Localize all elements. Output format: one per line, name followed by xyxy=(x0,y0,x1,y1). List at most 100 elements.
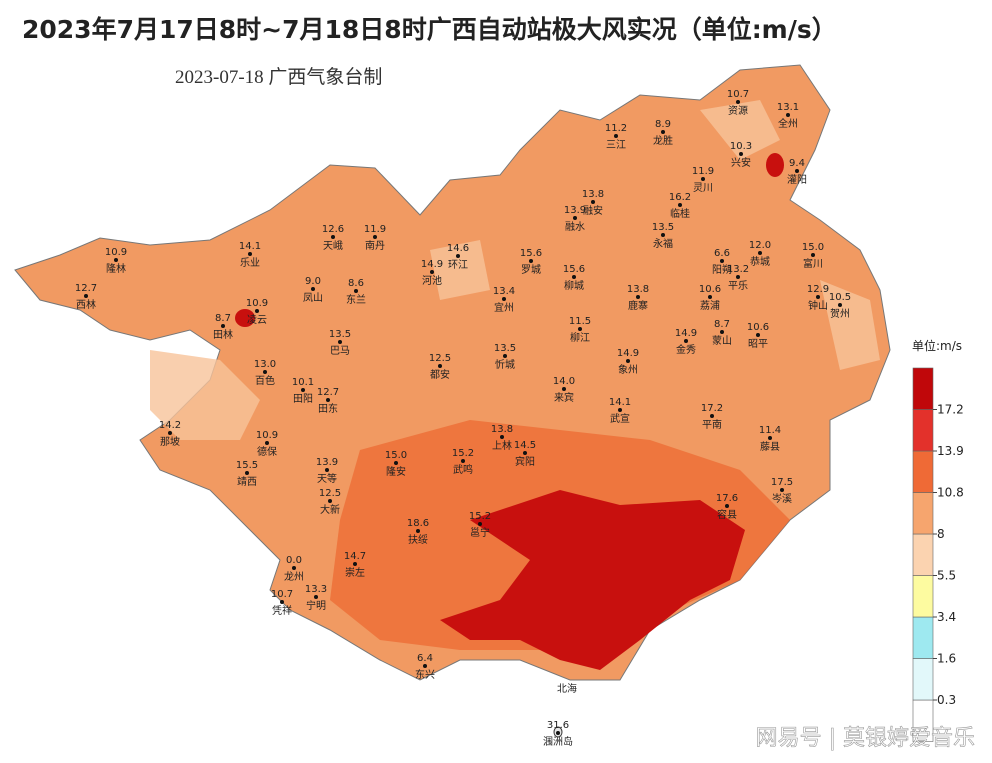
station-value: 14.9 xyxy=(421,259,443,270)
station-value: 12.7 xyxy=(75,283,97,294)
station-name: 东兰 xyxy=(346,293,366,306)
station-dot xyxy=(626,359,630,363)
station-value: 15.6 xyxy=(520,248,542,259)
station-name: 靖西 xyxy=(237,475,257,488)
station-name: 田阳 xyxy=(293,393,313,405)
station-value: 13.5 xyxy=(494,343,516,354)
station-dot xyxy=(736,100,740,104)
station-dot xyxy=(720,330,724,334)
station-name: 东兴 xyxy=(415,668,435,681)
station-name: 凌云 xyxy=(247,313,267,326)
station-name: 资源 xyxy=(728,104,748,117)
station-value: 31.6 xyxy=(547,720,569,731)
station-dot xyxy=(394,461,398,465)
station-dot xyxy=(326,398,330,402)
station-name: 容县 xyxy=(717,508,737,521)
station-value: 6.4 xyxy=(417,653,433,664)
station-value: 15.5 xyxy=(236,460,258,471)
station-name: 涠洲岛 xyxy=(543,735,573,748)
station-dot xyxy=(461,459,465,463)
station-dot xyxy=(701,177,705,181)
station-dot xyxy=(684,339,688,343)
city-label: 北海 xyxy=(557,682,577,695)
station-name: 兴安 xyxy=(731,156,751,169)
station-value: 14.6 xyxy=(447,243,469,254)
station-name: 宁明 xyxy=(306,599,326,612)
station-value: 15.0 xyxy=(802,242,824,253)
legend-tick-label: 13.9 xyxy=(937,444,964,458)
station-name: 藤县 xyxy=(760,441,780,453)
station-value: 8.9 xyxy=(655,119,671,130)
legend-swatch xyxy=(912,367,934,410)
station-dot xyxy=(523,451,527,455)
station-value: 12.7 xyxy=(317,387,339,398)
station-value: 14.2 xyxy=(159,420,181,431)
station-dot xyxy=(478,522,482,526)
station-value: 14.5 xyxy=(514,440,536,451)
legend: 单位:m/s 0.3 1.6 3.4 5.5 8 10.8 13.9 17.2 xyxy=(912,338,964,742)
legend-tick-label: 8 xyxy=(937,527,945,541)
station-dot xyxy=(263,370,267,374)
station-name: 南丹 xyxy=(365,239,385,252)
station-dot xyxy=(661,130,665,134)
station-value: 8.6 xyxy=(348,278,364,289)
light-zone xyxy=(150,100,880,440)
station-value: 13.8 xyxy=(582,189,604,200)
station-dot xyxy=(265,441,269,445)
station-name: 金秀 xyxy=(676,343,696,356)
station-value: 12.5 xyxy=(319,488,341,499)
station-name: 都安 xyxy=(430,368,450,381)
station-dot xyxy=(591,200,595,204)
station-dot xyxy=(562,387,566,391)
station-name: 贺州 xyxy=(830,308,850,320)
station-name: 灵川 xyxy=(693,182,713,194)
station-value: 12.6 xyxy=(322,224,344,235)
station-name: 那坡 xyxy=(160,435,180,448)
station-dot xyxy=(736,275,740,279)
station-name: 崇左 xyxy=(345,566,365,579)
station-name: 昭平 xyxy=(748,338,768,350)
station-dot xyxy=(338,340,342,344)
station-name: 乐业 xyxy=(240,257,260,269)
red-zone xyxy=(440,490,745,670)
station-dot xyxy=(331,235,335,239)
station-dot xyxy=(838,303,842,307)
station-name: 百色 xyxy=(255,374,275,387)
station-name: 柳城 xyxy=(564,279,584,292)
station-name: 罗城 xyxy=(521,264,541,276)
station-value: 10.6 xyxy=(699,284,721,295)
station-dot xyxy=(661,233,665,237)
station-value: 15.2 xyxy=(452,448,474,459)
station-value: 10.9 xyxy=(246,298,268,309)
station-dot xyxy=(786,113,790,117)
station-dot xyxy=(292,566,296,570)
station-name: 柳江 xyxy=(570,331,590,344)
station-value: 13.5 xyxy=(652,222,674,233)
station-value: 8.7 xyxy=(215,313,231,324)
legend-tick-label: 0.3 xyxy=(937,693,956,707)
legend-tick-label: 1.6 xyxy=(937,652,956,666)
station-dot xyxy=(353,562,357,566)
station-value: 12.9 xyxy=(807,284,829,295)
legend-swatch xyxy=(912,492,934,535)
station-dot xyxy=(503,354,507,358)
station-name: 武鸣 xyxy=(453,463,473,476)
station-dot xyxy=(114,258,118,262)
subtitle: 2023-07-18 广西气象台制 xyxy=(175,66,382,88)
legend-swatch xyxy=(912,409,934,452)
station-name: 隆安 xyxy=(386,465,406,478)
station-dot xyxy=(301,388,305,392)
station-name: 田林 xyxy=(213,328,233,341)
station-name: 全州 xyxy=(778,117,798,130)
station-value: 12.5 xyxy=(429,353,451,364)
station-name: 河池 xyxy=(422,274,442,287)
station-name: 大新 xyxy=(320,503,340,516)
station-name: 凭祥 xyxy=(272,604,292,617)
station-value: 10.1 xyxy=(292,377,314,388)
station-value: 10.9 xyxy=(256,430,278,441)
station-value: 17.2 xyxy=(701,403,723,414)
station-dot xyxy=(314,595,318,599)
station-name: 天峨 xyxy=(323,240,343,252)
station-value: 0.0 xyxy=(286,555,302,566)
